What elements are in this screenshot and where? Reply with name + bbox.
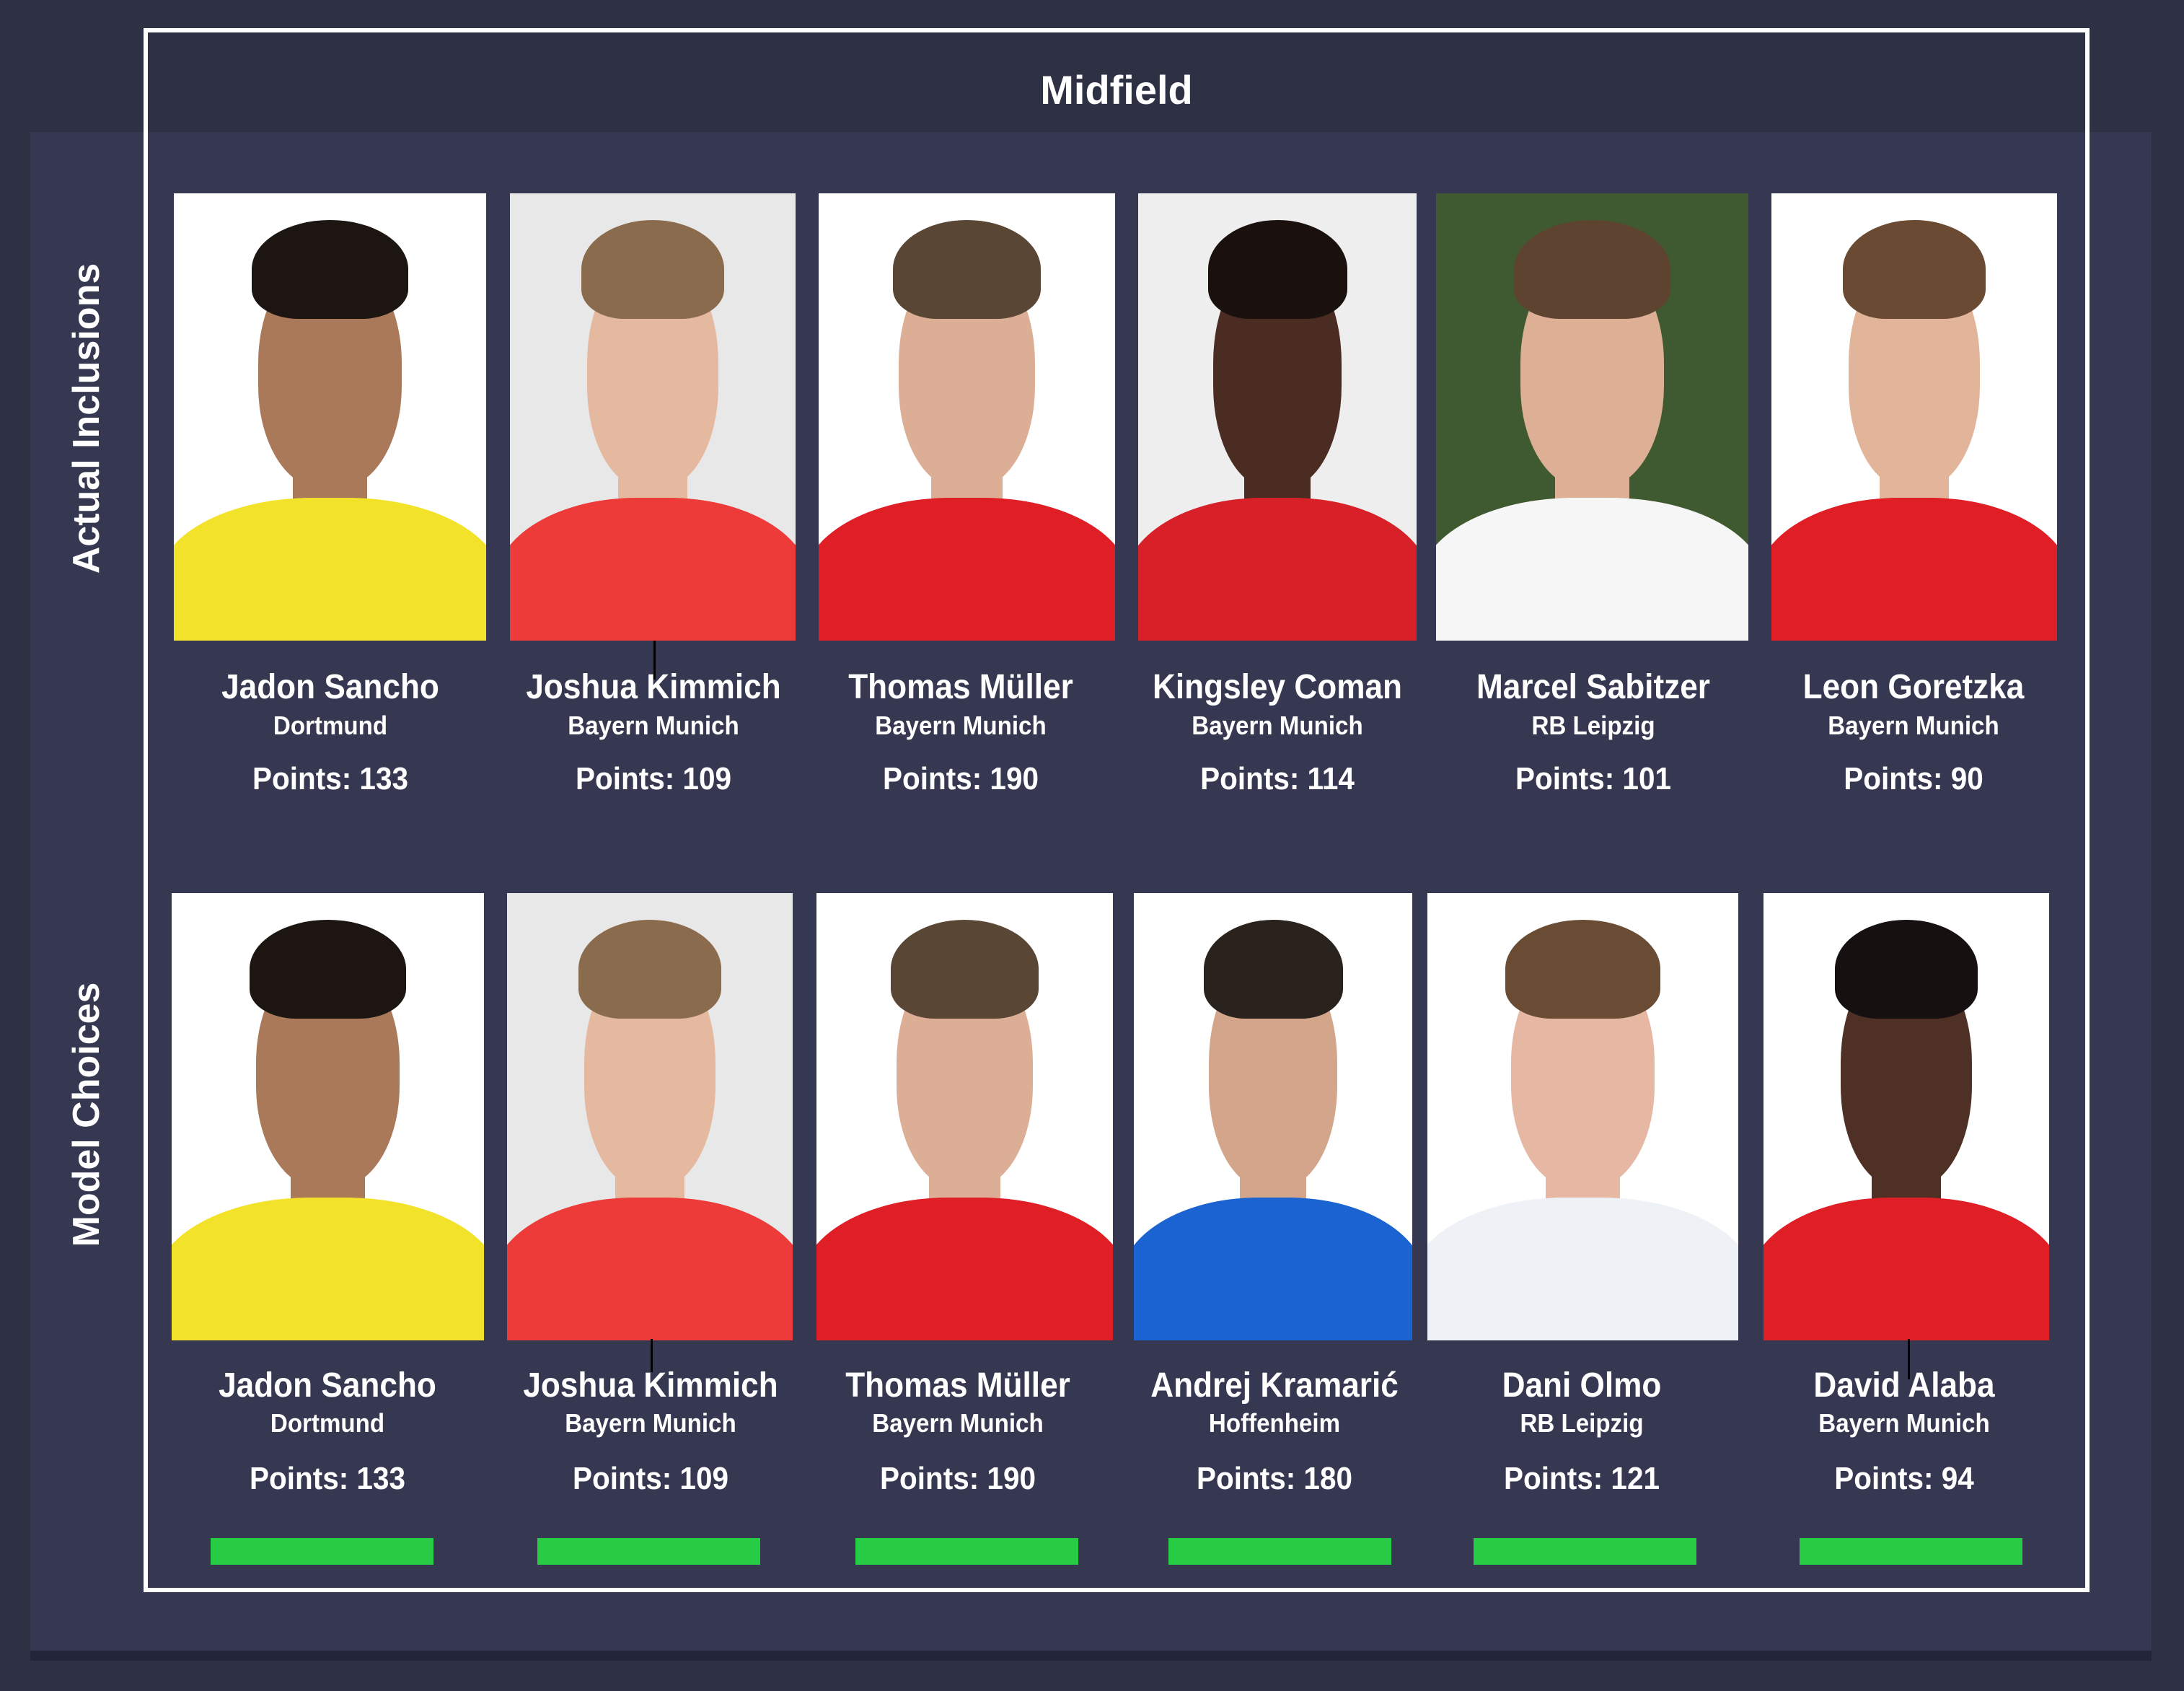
midfield-frame xyxy=(144,28,2090,1592)
player-points: Points: 190 xyxy=(883,761,1039,796)
player-photo xyxy=(1134,893,1412,1340)
player-name: Marcel Sabitzer xyxy=(1476,668,1710,706)
player-team: Hoffenheim xyxy=(1208,1408,1341,1438)
player-photo xyxy=(819,193,1115,641)
selection-indicator-bar xyxy=(855,1538,1078,1565)
selection-indicator-bar xyxy=(1474,1538,1696,1565)
player-team: Bayern Munich xyxy=(568,711,739,740)
player-name: David Alaba xyxy=(1813,1366,1995,1405)
divider-tick xyxy=(1908,1339,1910,1379)
player-name: Jadon Sancho xyxy=(219,1366,436,1405)
player-photo xyxy=(507,893,793,1340)
player-name: Jadon Sancho xyxy=(221,668,439,706)
section-title: Midfield xyxy=(1040,67,1193,113)
player-team: Dortmund xyxy=(273,711,388,740)
player-points: Points: 109 xyxy=(573,1461,728,1496)
divider-tick xyxy=(653,641,656,680)
player-points: Points: 114 xyxy=(1200,761,1355,796)
selection-indicator-bar xyxy=(1168,1538,1391,1565)
player-points: Points: 133 xyxy=(250,1461,405,1496)
player-points: Points: 90 xyxy=(1844,761,1983,796)
player-name: Andrej Kramarić xyxy=(1150,1366,1399,1405)
selection-indicator-bar xyxy=(211,1538,433,1565)
player-photo xyxy=(174,193,486,641)
player-points: Points: 190 xyxy=(880,1461,1036,1496)
player-team: Bayern Munich xyxy=(872,1408,1044,1438)
player-photo xyxy=(1764,893,2049,1340)
player-name: Kingsley Coman xyxy=(1153,668,1402,706)
selection-indicator-bar xyxy=(537,1538,760,1565)
player-team: Bayern Munich xyxy=(875,711,1047,740)
player-team: Bayern Munich xyxy=(1828,711,1999,740)
player-name: Dani Olmo xyxy=(1502,1366,1662,1405)
player-team: RB Leipzig xyxy=(1520,1408,1644,1438)
player-photo xyxy=(816,893,1113,1340)
player-points: Points: 121 xyxy=(1504,1461,1660,1496)
player-name: Thomas Müller xyxy=(848,668,1073,706)
player-points: Points: 109 xyxy=(576,761,731,796)
row-label-model: Model Choices xyxy=(66,982,107,1247)
player-photo xyxy=(1427,893,1738,1340)
player-photo xyxy=(1771,193,2057,641)
divider-tick xyxy=(651,1339,653,1372)
player-points: Points: 101 xyxy=(1515,761,1671,796)
player-photo xyxy=(510,193,796,641)
row-label-actual: Actual Inclusions xyxy=(66,263,107,574)
player-team: Bayern Munich xyxy=(1192,711,1363,740)
player-team: Bayern Munich xyxy=(565,1408,736,1438)
player-name: Joshua Kimmich xyxy=(523,1366,778,1405)
player-photo xyxy=(1436,193,1748,641)
player-team: Bayern Munich xyxy=(1818,1408,1990,1438)
player-team: RB Leipzig xyxy=(1531,711,1655,740)
player-points: Points: 180 xyxy=(1197,1461,1352,1496)
player-name: Thomas Müller xyxy=(845,1366,1070,1405)
selection-indicator-bar xyxy=(1800,1538,2022,1565)
player-photo xyxy=(1138,193,1417,641)
player-team: Dortmund xyxy=(270,1408,385,1438)
player-points: Points: 133 xyxy=(252,761,408,796)
player-photo xyxy=(172,893,484,1340)
player-points: Points: 94 xyxy=(1834,1461,1974,1496)
player-name: Leon Goretzka xyxy=(1802,668,2025,706)
